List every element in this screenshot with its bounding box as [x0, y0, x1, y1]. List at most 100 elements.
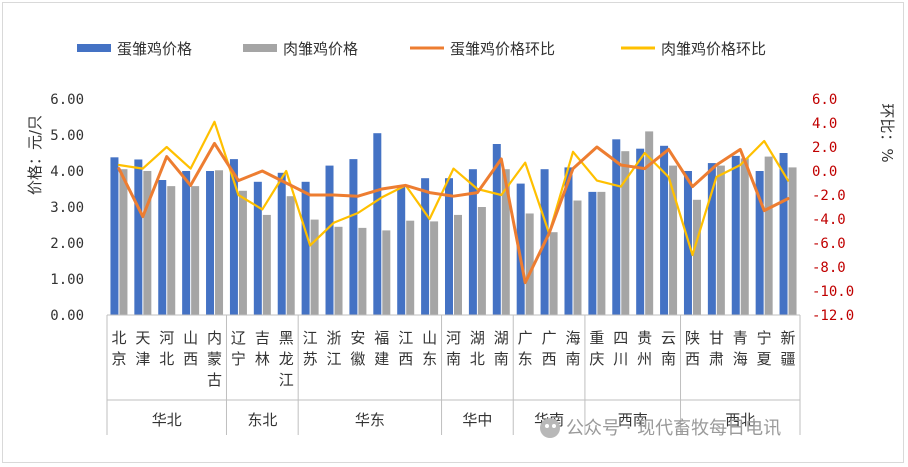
bar-broiler-chick-price [215, 170, 224, 315]
legend-swatch [77, 44, 111, 52]
bar-egg-chick-price [516, 183, 525, 315]
x-category-label: 河北 [159, 329, 174, 368]
bar-egg-chick-price [373, 133, 382, 315]
x-region-label: 东北 [247, 411, 277, 429]
x-category-label: 安徽 [350, 329, 365, 368]
y-left-tick-label: 4.00 [50, 164, 84, 180]
x-category-label: 青海 [733, 329, 748, 368]
bar-broiler-chick-price [334, 226, 343, 315]
y-left-tick-label: 5.00 [50, 128, 84, 144]
bar-egg-chick-price [229, 159, 238, 315]
bar-egg-chick-price [349, 159, 358, 315]
bar-broiler-chick-price [238, 190, 247, 315]
bar-egg-chick-price [731, 155, 740, 315]
x-region-label: 西北 [725, 411, 755, 429]
bar-egg-chick-price [468, 169, 477, 315]
bar-egg-chick-price [707, 163, 716, 315]
bar-egg-chick-price [612, 139, 621, 315]
y-axis-left: 0.00 1.00 2.00 3.00 4.00 5.00 6.00 [50, 92, 84, 324]
bar-egg-chick-price [277, 172, 286, 315]
bar-broiler-chick-price [477, 207, 486, 315]
x-region-label: 华东 [355, 411, 385, 429]
bar-egg-chick-price [421, 178, 430, 315]
bar-broiler-chick-price [286, 196, 295, 315]
bar-egg-chick-price [134, 159, 143, 315]
legend-label: 肉雏鸡价格环比 [661, 40, 766, 58]
x-category-label: 北京 [111, 329, 126, 368]
lines [117, 120, 790, 285]
bar-egg-chick-price [779, 153, 788, 315]
bar-broiler-chick-price [430, 221, 439, 315]
bar-broiler-chick-price [167, 186, 176, 315]
bar-egg-chick-price [253, 181, 262, 315]
y-right-tick-label: -10.0 [812, 284, 854, 300]
bar-broiler-chick-price [740, 158, 749, 315]
bars [110, 131, 797, 315]
y-axis-right-label: 环比：% [878, 103, 896, 162]
bar-broiler-chick-price [764, 156, 773, 315]
x-category-label: 云南 [661, 329, 676, 368]
watermark: 公众号 · 现代畜牧每日电讯 [540, 418, 781, 439]
bar-broiler-chick-price [788, 167, 797, 315]
bar-broiler-chick-price [525, 213, 534, 315]
bar-egg-chick-price [636, 148, 645, 315]
legend-label: 蛋雏鸡价格环比 [450, 40, 555, 58]
bar-broiler-chick-price [358, 227, 367, 315]
y-right-tick-label: -6.0 [812, 236, 846, 252]
y-left-tick-label: 6.00 [50, 92, 84, 108]
bar-broiler-chick-price [597, 191, 606, 315]
bar-broiler-chick-price [310, 219, 319, 315]
x-category-label: 浙江 [327, 329, 342, 368]
x-category-label: 贵州 [637, 329, 652, 368]
x-category-label: 湖北 [470, 329, 485, 368]
x-category-label: 黑龙江 [279, 329, 294, 389]
bar-egg-chick-price [660, 145, 669, 315]
x-category-label: 吉林 [255, 329, 270, 368]
x-category-label: 新疆 [781, 329, 796, 368]
x-category-label: 甘肃 [709, 329, 724, 368]
x-category-label: 山西 [183, 329, 198, 368]
bar-broiler-chick-price [692, 199, 701, 315]
x-category-label: 四川 [613, 329, 628, 368]
y-right-tick-label: 4.0 [812, 116, 837, 132]
bar-broiler-chick-price [549, 232, 558, 315]
x-category-label: 重庆 [589, 329, 604, 368]
bar-broiler-chick-price [406, 220, 415, 315]
x-category-label: 河南 [446, 329, 461, 368]
legend-label: 蛋雏鸡价格 [117, 40, 192, 58]
legend: 蛋雏鸡价格 肉雏鸡价格 蛋雏鸡价格环比 肉雏鸡价格环比 [77, 40, 766, 58]
x-category-label: 辽宁 [231, 329, 246, 368]
watermark-logo-icon-inner-2 [552, 424, 556, 428]
y-left-tick-label: 2.00 [50, 236, 84, 252]
bar-broiler-chick-price [454, 214, 462, 315]
y-right-tick-label: -4.0 [812, 212, 846, 228]
bar-broiler-chick-price [621, 151, 630, 315]
x-region-label: 西南 [618, 411, 648, 429]
y-right-tick-label: 6.0 [812, 92, 837, 108]
bar-egg-chick-price [564, 167, 573, 315]
bar-egg-chick-price [325, 165, 334, 315]
x-category-label: 内蒙古 [207, 329, 222, 389]
x-category-label: 江苏 [303, 329, 318, 368]
x-category-label: 陕西 [685, 329, 700, 368]
y-right-tick-label: -2.0 [812, 188, 846, 204]
y-axis-right: 6.0 4.0 2.0 0.0 -2.0 -4.0 -6.0 -8.0 -10.0 -12.0 [812, 92, 854, 324]
y-left-tick-label: 0.00 [50, 308, 84, 324]
bar-egg-chick-price [301, 181, 310, 315]
x-category-label: 福建 [374, 329, 389, 368]
bar-egg-chick-price [588, 191, 597, 315]
y-left-tick-label: 1.00 [50, 272, 84, 288]
y-right-tick-label: -8.0 [812, 260, 846, 276]
y-axis-left-label: 价格：元/只 [26, 115, 44, 195]
x-category-label: 天津 [135, 329, 150, 368]
line-egg-chick-mom [117, 141, 790, 285]
bar-egg-chick-price [755, 171, 764, 315]
bar-egg-chick-price [397, 185, 406, 315]
bar-broiler-chick-price [501, 169, 510, 315]
watermark-text: 公众号 · 现代畜牧每日电讯 [566, 418, 781, 439]
x-category-label: 广西 [542, 329, 557, 368]
bar-broiler-chick-price [143, 171, 152, 315]
x-category-label: 湖南 [494, 329, 509, 368]
